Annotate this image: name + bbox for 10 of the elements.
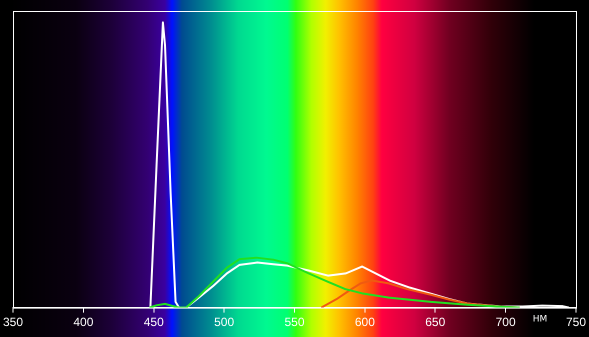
x-tick-label: 700 xyxy=(496,315,516,330)
x-tick-label: 750 xyxy=(566,315,586,330)
x-tick-label: 400 xyxy=(73,315,94,330)
x-axis-title: НМ xyxy=(532,314,548,324)
x-tick-label: 550 xyxy=(284,315,305,330)
x-tick-label: 650 xyxy=(425,315,446,330)
x-tick-label: 350 xyxy=(2,315,24,330)
x-tick-label: 600 xyxy=(354,315,376,330)
x-tick-label: 450 xyxy=(144,315,164,330)
x-tick-label: 500 xyxy=(214,315,234,330)
